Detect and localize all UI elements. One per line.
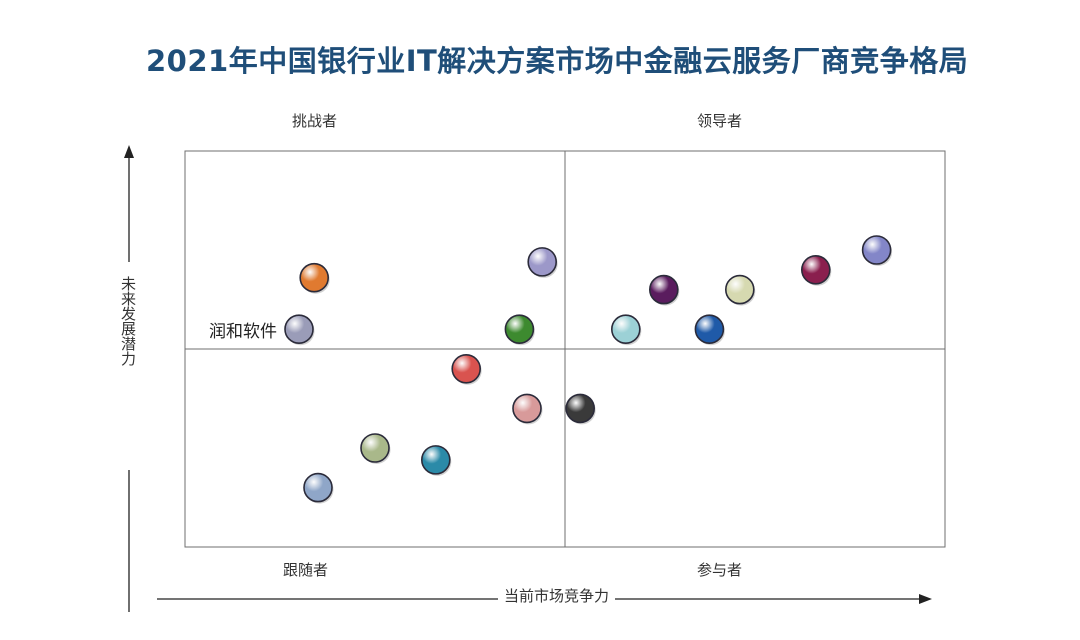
vendor-point	[694, 314, 725, 345]
x-axis-label: 当前市场竞争力	[498, 585, 616, 606]
quadrant-label-challengers: 挑战者	[292, 112, 338, 130]
quadrant-label-followers: 跟随者	[283, 561, 329, 579]
y-axis-arrowhead	[124, 145, 134, 158]
vendor-point	[527, 247, 558, 277]
vendor-point	[284, 314, 314, 345]
vendor-point	[360, 433, 390, 463]
vendor-point	[648, 274, 679, 305]
vendor-point	[724, 274, 755, 305]
quadrant-label-leaders: 领导者	[697, 112, 743, 130]
vendor-point	[504, 314, 535, 345]
x-axis-arrowhead	[919, 594, 932, 604]
vendor-point	[512, 393, 542, 424]
vendor-point	[451, 353, 482, 384]
vendor-point	[299, 262, 330, 293]
quadrant-label-participants: 参与者	[697, 561, 743, 579]
vendor-point	[610, 314, 641, 345]
vendor-point	[303, 472, 333, 503]
vendor-point	[565, 393, 596, 424]
vendor-point	[861, 235, 892, 265]
points-layer	[284, 235, 893, 504]
page-title: 2021年中国银行业IT解决方案市场中金融云服务厂商竞争格局	[146, 44, 969, 78]
vendor-point	[800, 254, 831, 285]
vendor-point	[420, 445, 451, 475]
y-axis-label: 未来发展潜力	[119, 276, 137, 366]
point-label: 润和软件	[209, 322, 277, 343]
